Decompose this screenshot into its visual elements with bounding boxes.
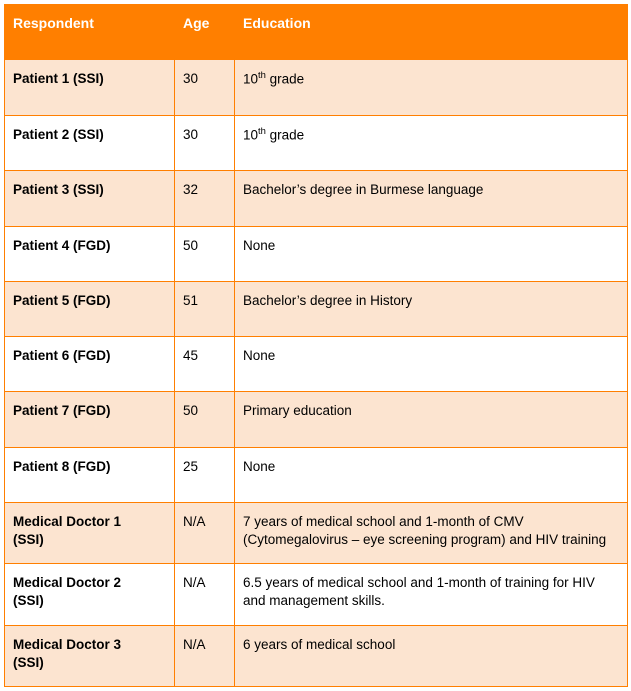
table-row: Patient 2 (SSI)3010th grade [5,115,628,171]
cell-education: 6 years of medical school [235,625,628,686]
respondents-table: Respondent Age Education Patient 1 (SSI)… [4,4,628,687]
cell-age: 50 [175,392,235,447]
cell-respondent: Patient 2 (SSI) [5,115,175,171]
table-row: Patient 8 (FGD)25None [5,447,628,502]
cell-respondent: Medical Doctor 3(SSI) [5,625,175,686]
cell-respondent: Medical Doctor 1(SSI) [5,502,175,563]
cell-education: 6.5 years of medical school and 1-month … [235,564,628,625]
cell-age: 30 [175,60,235,116]
cell-respondent: Patient 4 (FGD) [5,226,175,281]
cell-respondent: Patient 5 (FGD) [5,281,175,336]
table-row: Patient 5 (FGD)51Bachelor’s degree in Hi… [5,281,628,336]
table-row: Patient 3 (SSI)32Bachelor’s degree in Bu… [5,171,628,226]
cell-age: N/A [175,502,235,563]
col-header-education: Education [235,5,628,60]
cell-age: 30 [175,115,235,171]
cell-respondent: Medical Doctor 2(SSI) [5,564,175,625]
col-header-age: Age [175,5,235,60]
cell-age: 51 [175,281,235,336]
cell-respondent: Patient 6 (FGD) [5,337,175,392]
cell-education: Bachelor’s degree in History [235,281,628,336]
table-row: Patient 7 (FGD)50Primary education [5,392,628,447]
table-row: Medical Doctor 2(SSI)N/A6.5 years of med… [5,564,628,625]
cell-education: Bachelor’s degree in Burmese language [235,171,628,226]
cell-age: 32 [175,171,235,226]
cell-respondent: Patient 7 (FGD) [5,392,175,447]
table-row: Patient 6 (FGD)45None [5,337,628,392]
cell-age: 45 [175,337,235,392]
cell-education: None [235,226,628,281]
cell-respondent: Patient 8 (FGD) [5,447,175,502]
cell-education: Primary education [235,392,628,447]
cell-age: N/A [175,625,235,686]
cell-education: None [235,447,628,502]
table-row: Medical Doctor 3(SSI)N/A6 years of medic… [5,625,628,686]
table-row: Patient 4 (FGD)50None [5,226,628,281]
cell-age: 50 [175,226,235,281]
table-row: Medical Doctor 1(SSI)N/A7 years of medic… [5,502,628,563]
table-header-row: Respondent Age Education [5,5,628,60]
cell-education: 10th grade [235,115,628,171]
cell-respondent: Patient 1 (SSI) [5,60,175,116]
cell-age: 25 [175,447,235,502]
cell-respondent: Patient 3 (SSI) [5,171,175,226]
cell-education: 7 years of medical school and 1-month of… [235,502,628,563]
table-row: Patient 1 (SSI)3010th grade [5,60,628,116]
cell-education: 10th grade [235,60,628,116]
cell-age: N/A [175,564,235,625]
col-header-respondent: Respondent [5,5,175,60]
cell-education: None [235,337,628,392]
